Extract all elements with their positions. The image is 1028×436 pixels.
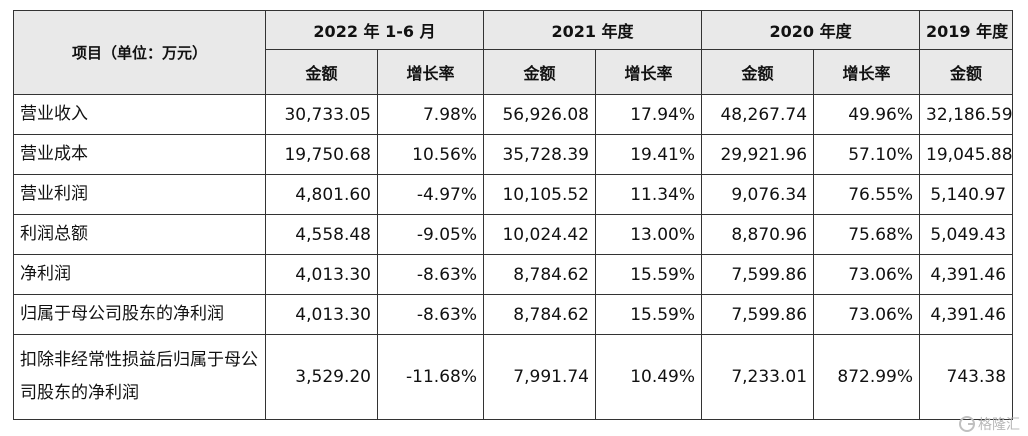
cell-growth: 73.06% — [813, 254, 921, 295]
cell-growth: -8.63% — [377, 254, 484, 295]
period-header-row: 项目（单位：万元） 2022 年 1-6 月 2021 年度 2020 年度 2… — [13, 10, 1014, 95]
cell-amount: 5,049.43 — [919, 214, 1014, 255]
period-header-2022h1: 2022 年 1-6 月 — [265, 10, 484, 50]
growth-rate-header: 增长率 — [594, 49, 703, 95]
table-row: 营业成本 19,750.68 10.56% 35,728.39 19.41% 2… — [13, 134, 1014, 175]
cell-growth: 10.49% — [594, 334, 703, 420]
cell-amount: 29,921.96 — [701, 134, 815, 175]
watermark-text: 格隆汇 — [978, 417, 1020, 433]
metric-header-row: 金额 增长率 金额 增长率 金额 增长率 金额 — [14, 49, 1014, 95]
table-row: 营业利润 4,801.60 -4.97% 10,105.52 11.34% 9,… — [13, 174, 1014, 215]
financial-data-table: 项目（单位：万元） 2022 年 1-6 月 2021 年度 2020 年度 2… — [13, 10, 1014, 420]
cell-growth: 15.59% — [594, 254, 703, 295]
amount-header: 金额 — [483, 49, 596, 95]
cell-growth: 13.00% — [594, 214, 703, 255]
table-row: 利润总额 4,558.48 -9.05% 10,024.42 13.00% 8,… — [13, 214, 1014, 255]
cell-amount: 8,784.62 — [483, 294, 596, 335]
cell-growth: 76.55% — [813, 174, 921, 215]
cell-amount: 4,013.30 — [265, 254, 378, 295]
row-label: 利润总额 — [13, 214, 266, 255]
item-unit-header: 项目（单位：万元） — [13, 10, 266, 95]
cell-amount: 56,926.08 — [483, 94, 596, 135]
table-row: 扣除非经常性损益后归属于母公司股东的净利润 3,529.20 -11.68% 7… — [13, 334, 1014, 420]
cell-amount: 4,013.30 — [265, 294, 378, 335]
growth-rate-header: 增长率 — [813, 49, 921, 95]
cell-growth: -9.05% — [377, 214, 484, 255]
row-label: 扣除非经常性损益后归属于母公司股东的净利润 — [13, 334, 266, 420]
cell-amount: 19,750.68 — [265, 134, 378, 175]
period-header-2021: 2021 年度 — [482, 10, 703, 50]
table-row: 净利润 4,013.30 -8.63% 8,784.62 15.59% 7,59… — [13, 254, 1014, 295]
cell-growth: 75.68% — [813, 214, 921, 255]
table-body: 营业收入 30,733.05 7.98% 56,926.08 17.94% 48… — [13, 94, 1014, 420]
cell-growth: 10.56% — [377, 134, 484, 175]
cell-amount: 4,801.60 — [265, 174, 378, 215]
cell-growth: -8.63% — [377, 294, 484, 335]
cell-amount: 7,599.86 — [701, 254, 815, 295]
cell-amount: 7,233.01 — [701, 334, 815, 420]
row-label: 归属于母公司股东的净利润 — [13, 294, 266, 335]
cell-amount: 8,870.96 — [701, 214, 815, 255]
cell-amount: 10,105.52 — [483, 174, 596, 215]
cell-amount: 30,733.05 — [265, 94, 378, 135]
growth-rate-header: 增长率 — [377, 49, 484, 95]
cell-amount: 19,045.88 — [919, 134, 1014, 175]
row-label: 营业利润 — [13, 174, 266, 215]
cell-growth: 11.34% — [594, 174, 703, 215]
cell-amount: 10,024.42 — [483, 214, 596, 255]
cell-growth: 17.94% — [594, 94, 703, 135]
row-label: 净利润 — [13, 254, 266, 295]
cell-growth: 49.96% — [813, 94, 921, 135]
table-header: 项目（单位：万元） 2022 年 1-6 月 2021 年度 2020 年度 2… — [13, 10, 1014, 95]
cell-amount: 48,267.74 — [701, 94, 815, 135]
cell-amount: 7,599.86 — [701, 294, 815, 335]
cell-amount: 5,140.97 — [919, 174, 1014, 215]
amount-header: 金额 — [919, 49, 1014, 95]
period-header-2020: 2020 年度 — [701, 10, 921, 50]
period-header-2019: 2019 年度 — [919, 10, 1014, 50]
cell-amount: 4,391.46 — [919, 254, 1014, 295]
cell-growth: 19.41% — [594, 134, 703, 175]
cell-amount: 4,391.46 — [919, 294, 1014, 335]
amount-header: 金额 — [265, 49, 378, 95]
cell-amount: 8,784.62 — [483, 254, 596, 295]
cell-growth: 73.06% — [813, 294, 921, 335]
cell-growth: 7.98% — [377, 94, 484, 135]
cell-growth: -4.97% — [377, 174, 484, 215]
row-label: 营业收入 — [13, 94, 266, 135]
cell-amount: 9,076.34 — [701, 174, 815, 215]
watermark: 格隆汇 — [959, 414, 1020, 434]
cell-growth: 872.99% — [813, 334, 921, 420]
cell-growth: 57.10% — [813, 134, 921, 175]
row-label: 营业成本 — [13, 134, 266, 175]
table-row: 归属于母公司股东的净利润 4,013.30 -8.63% 8,784.62 15… — [13, 294, 1014, 335]
cell-amount: 35,728.39 — [483, 134, 596, 175]
amount-header: 金额 — [701, 49, 815, 95]
cell-amount: 32,186.59 — [919, 94, 1014, 135]
cell-amount: 3,529.20 — [265, 334, 378, 420]
gelonghui-logo-icon — [959, 416, 975, 432]
cell-growth: -11.68% — [377, 334, 484, 420]
cell-amount: 743.38 — [919, 334, 1014, 420]
cell-amount: 4,558.48 — [265, 214, 378, 255]
table-row: 营业收入 30,733.05 7.98% 56,926.08 17.94% 48… — [13, 94, 1014, 135]
cell-growth: 15.59% — [594, 294, 703, 335]
cell-amount: 7,991.74 — [483, 334, 596, 420]
